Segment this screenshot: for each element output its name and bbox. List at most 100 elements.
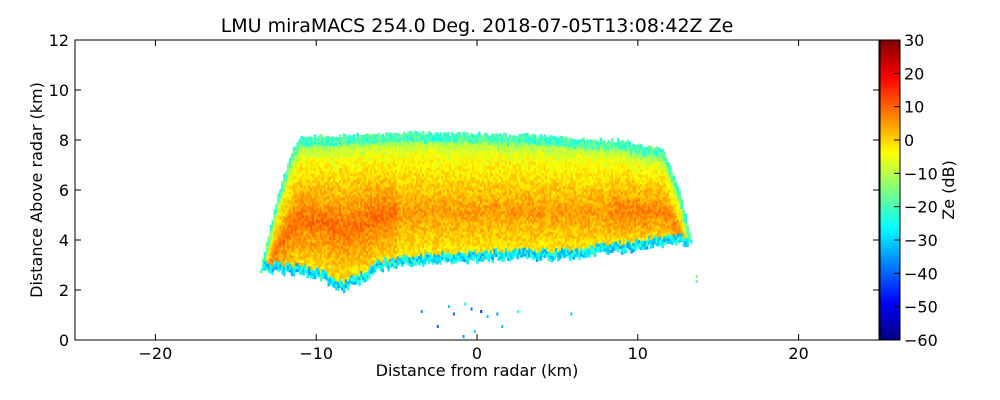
echo-cell [383,220,386,224]
echo-cell [410,245,413,250]
echo-cell [406,261,410,266]
echo-cell [393,222,396,227]
echo-cell [356,216,359,221]
echo-cell [404,199,408,204]
echo-cell [398,254,402,259]
echo-cell [350,217,354,221]
echo-cell [364,149,367,154]
echo-cell [437,157,440,162]
echo-cell [261,267,265,271]
echo-cell [433,253,437,257]
echo-cell [348,248,352,253]
echo-cell [371,142,375,147]
echo-cell [313,146,317,151]
echo-cell [312,179,315,184]
echo-cell [485,159,489,164]
echo-cell [375,169,379,174]
echo-cell [487,240,491,245]
echo-cell [265,251,269,255]
echo-cell [360,249,363,253]
echo-cell [425,248,429,252]
echo-cell [339,203,342,207]
echo-cell [398,248,402,253]
echo-cell [337,155,340,159]
echo-cell [391,230,394,234]
echo-cell [393,186,396,191]
echo-cell [335,163,338,168]
echo-cell [396,219,400,224]
echo-cell [346,244,350,249]
echo-cell [441,169,444,174]
echo-cell [433,217,437,221]
echo-cell [400,173,404,178]
echo-cell [296,247,300,251]
echo-cell [437,247,440,252]
echo-cell [443,176,446,181]
echo-cell [420,256,423,260]
echo-cell [367,152,371,156]
echo-cell [352,170,356,174]
echo-cell [452,256,456,261]
echo-cell [325,174,329,179]
echo-cell [389,171,392,176]
echo-cell [408,154,412,159]
echo-cell [377,159,381,164]
echo-cell [468,174,471,179]
echo-cell [308,202,311,207]
echo-cell [410,179,413,184]
echo-cell [425,257,429,261]
echo-cell [290,236,294,241]
echo-cell [479,134,483,139]
echo-cell [375,166,379,171]
echo-cell [449,144,452,149]
echo-cell [381,256,385,261]
echo-cell [358,270,361,274]
echo-cell [373,197,377,201]
echo-cell [474,137,477,142]
echo-cell [447,179,450,184]
echo-cell [313,209,317,214]
echo-cell [362,147,365,151]
echo-cell [342,229,346,234]
echo-cell [306,268,309,273]
echo-cell [422,158,425,162]
echo-cell [294,169,298,174]
echo-cell [474,212,477,217]
echo-cell [443,194,446,199]
echo-cell [414,199,417,203]
echo-cell [275,212,278,217]
echo-cell [366,265,369,269]
echo-cell [360,156,363,160]
echo-cell [437,229,440,234]
echo-cell [441,166,444,171]
echo-cell [396,138,400,143]
echo-cell [375,205,379,210]
echo-cell [362,144,365,148]
echo-cell [400,239,404,244]
echo-cell [449,162,452,167]
echo-cell [447,140,450,145]
echo-cell [294,148,298,153]
echo-cell [356,171,359,176]
echo-cell [377,132,381,137]
echo-cell [306,211,309,216]
echo-cell [377,195,381,200]
echo-cell [479,164,483,169]
echo-cell [435,234,439,238]
echo-cell [304,191,307,195]
echo-cell [420,217,423,221]
echo-cell [387,162,390,167]
echo-cell [472,164,475,169]
echo-cell [350,142,354,146]
echo-cell [381,259,385,264]
echo-cell [393,219,396,224]
echo-cell [406,147,410,152]
echo-cell [283,254,286,259]
echo-cell [312,239,315,244]
echo-cell [356,180,359,185]
echo-cell [300,175,303,179]
echo-cell [377,138,381,143]
echo-cell [445,211,448,215]
echo-cell [393,216,396,221]
echo-cell [462,171,466,175]
